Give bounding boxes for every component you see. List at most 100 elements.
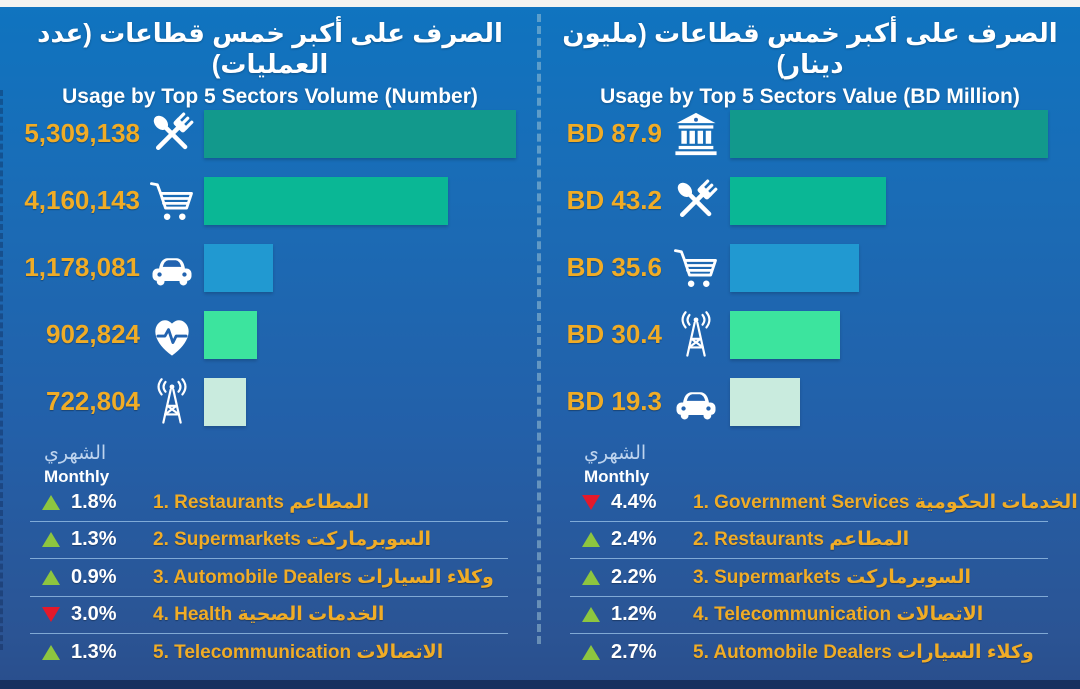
trend-up-icon bbox=[42, 644, 60, 660]
volume-bar-chart: 5,309,138 4,160,143 1,178,081 902,824 722,80… bbox=[0, 100, 540, 435]
trend-up-icon bbox=[582, 532, 600, 548]
trend-row: 2.2% 3. Supermarkets السوبرماركت bbox=[570, 559, 1048, 597]
trend-down-icon bbox=[582, 494, 600, 510]
bottom-footer-bar bbox=[0, 680, 1080, 689]
bar bbox=[730, 243, 859, 292]
monthly-label-arabic: الشهري bbox=[584, 443, 647, 464]
trend-up-icon bbox=[42, 532, 60, 548]
trend-percent: 1.2% bbox=[611, 603, 657, 626]
bar-value-label: BD 87.9 bbox=[566, 118, 662, 148]
sector-label: 5. Telecommunication الاتصالات bbox=[153, 641, 444, 663]
sector-label: 4. Health الخدمات الصحية bbox=[153, 604, 385, 626]
sector-label: 4. Telecommunication الاتصالات bbox=[693, 604, 984, 626]
monthly-label-arabic: الشهري bbox=[44, 443, 107, 464]
value-title-english: Usage by Top 5 Sectors Value (BD Million… bbox=[600, 85, 1020, 108]
bar bbox=[204, 243, 274, 292]
trend-percent: 3.0% bbox=[71, 603, 117, 626]
bar bbox=[204, 377, 247, 426]
volume-panel: الصرف على أكبر خمس قطاعات (عدد العمليات)… bbox=[0, 7, 540, 689]
bar-row: 902,824 bbox=[0, 301, 540, 368]
trend-row: 0.9% 3. Automobile Dealers وكلاء السيارات bbox=[30, 559, 508, 597]
volume-title-arabic: الصرف على أكبر خمس قطاعات (عدد العمليات) bbox=[37, 18, 503, 79]
telecom-tower-icon bbox=[662, 309, 730, 361]
sector-label: 3. Automobile Dealers وكلاء السيارات bbox=[153, 566, 494, 588]
utensils-icon bbox=[140, 108, 204, 160]
value-bar-chart: BD 87.9 BD 43.2 BD 35.6 BD 30.4 BD 19.3 bbox=[540, 100, 1080, 435]
trend-row: 4.4% 1. Government Services الخدمات الحكو… bbox=[570, 484, 1078, 522]
bar bbox=[730, 176, 887, 225]
panel-divider-dashed-line bbox=[537, 14, 541, 644]
sector-label: 2. Restaurants المطاعم bbox=[693, 529, 910, 551]
bar-track bbox=[730, 109, 1048, 158]
sector-label: 5. Automobile Dealers وكلاء السيارات bbox=[693, 641, 1034, 663]
bar-track bbox=[204, 377, 516, 426]
monthly-label-english: Monthly bbox=[44, 466, 110, 486]
trend-down-icon bbox=[42, 607, 60, 623]
bar-row: BD 30.4 bbox=[540, 301, 1080, 368]
trend-row: 3.0% 4. Health الخدمات الصحية bbox=[30, 597, 508, 634]
bar-row: 5,309,138 bbox=[0, 100, 540, 167]
monthly-label-english: Monthly bbox=[584, 466, 650, 486]
bar-value-label: BD 35.6 bbox=[566, 252, 662, 282]
trend-percent: 1.3% bbox=[71, 640, 117, 663]
trend-row: 1.3% 2. Supermarkets السوبرماركت bbox=[30, 522, 508, 559]
trend-percent: 4.4% bbox=[611, 490, 657, 513]
bar bbox=[204, 176, 449, 225]
trend-up-icon bbox=[582, 644, 600, 660]
car-icon bbox=[140, 242, 204, 294]
value-panel: الصرف على أكبر خمس قطاعات (مليون دينار) … bbox=[540, 7, 1080, 689]
bar bbox=[204, 310, 258, 359]
top-border-strip bbox=[0, 0, 1080, 7]
bar-track bbox=[204, 310, 516, 359]
bar bbox=[730, 377, 800, 426]
bar-value-label: BD 19.3 bbox=[566, 386, 662, 416]
car-icon bbox=[662, 376, 730, 428]
telecom-tower-icon bbox=[140, 376, 204, 428]
bar-row: BD 19.3 bbox=[540, 368, 1080, 435]
trend-percent: 2.2% bbox=[611, 565, 657, 588]
bar-row: BD 87.9 bbox=[540, 100, 1080, 167]
bar-value-label: BD 30.4 bbox=[566, 319, 662, 349]
utensils-icon bbox=[662, 175, 730, 227]
sector-label: 1. Government Services الخدمات الحكومية bbox=[693, 491, 1078, 513]
bar-value-label: BD 43.2 bbox=[566, 185, 662, 215]
left-edge-dashed-line bbox=[0, 90, 3, 650]
volume-title-english: Usage by Top 5 Sectors Volume (Number) bbox=[62, 85, 478, 108]
trend-row: 1.2% 4. Telecommunication الاتصالات bbox=[570, 597, 1048, 634]
trend-up-icon bbox=[42, 494, 60, 510]
volume-trend-list: 1.8% 1. Restaurants المطاعم 1.3% 2. Superma… bbox=[30, 484, 508, 671]
bar-row: 722,804 bbox=[0, 368, 540, 435]
trend-percent: 1.8% bbox=[71, 490, 117, 513]
trend-percent: 2.4% bbox=[611, 528, 657, 551]
trend-percent: 0.9% bbox=[71, 565, 117, 588]
trend-up-icon bbox=[42, 569, 60, 585]
trend-row: 1.3% 5. Telecommunication الاتصالات bbox=[30, 634, 508, 671]
trend-percent: 1.3% bbox=[71, 528, 117, 551]
bar-row: BD 43.2 bbox=[540, 167, 1080, 234]
bar-row: 4,160,143 bbox=[0, 167, 540, 234]
bar bbox=[204, 109, 516, 158]
bar-value-label: 722,804 bbox=[46, 386, 140, 416]
bar-track bbox=[730, 377, 1048, 426]
bar-row: 1,178,081 bbox=[0, 234, 540, 301]
bar-row: BD 35.6 bbox=[540, 234, 1080, 301]
bar-value-label: 5,309,138 bbox=[24, 118, 140, 148]
value-title-arabic: الصرف على أكبر خمس قطاعات (مليون دينار) bbox=[562, 18, 1058, 79]
bar bbox=[730, 310, 840, 359]
trend-up-icon bbox=[582, 569, 600, 585]
sector-label: 3. Supermarkets السوبرماركت bbox=[693, 566, 971, 588]
health-heart-icon bbox=[140, 309, 204, 361]
trend-percent: 2.7% bbox=[611, 640, 657, 663]
trend-row: 1.8% 1. Restaurants المطاعم bbox=[30, 484, 508, 522]
bar-track bbox=[730, 176, 1048, 225]
value-monthly-heading: الشهري Monthly bbox=[584, 443, 649, 486]
volume-monthly-heading: الشهري Monthly bbox=[44, 443, 109, 486]
bar-value-label: 902,824 bbox=[46, 319, 140, 349]
bar-value-label: 4,160,143 bbox=[24, 185, 140, 215]
trend-row: 2.4% 2. Restaurants المطاعم bbox=[570, 522, 1048, 559]
trend-row: 2.7% 5. Automobile Dealers وكلاء السيارات bbox=[570, 634, 1048, 671]
value-trend-list: 4.4% 1. Government Services الخدمات الحكو… bbox=[570, 484, 1078, 671]
government-bank-icon bbox=[662, 108, 730, 160]
bar-track bbox=[730, 310, 1048, 359]
